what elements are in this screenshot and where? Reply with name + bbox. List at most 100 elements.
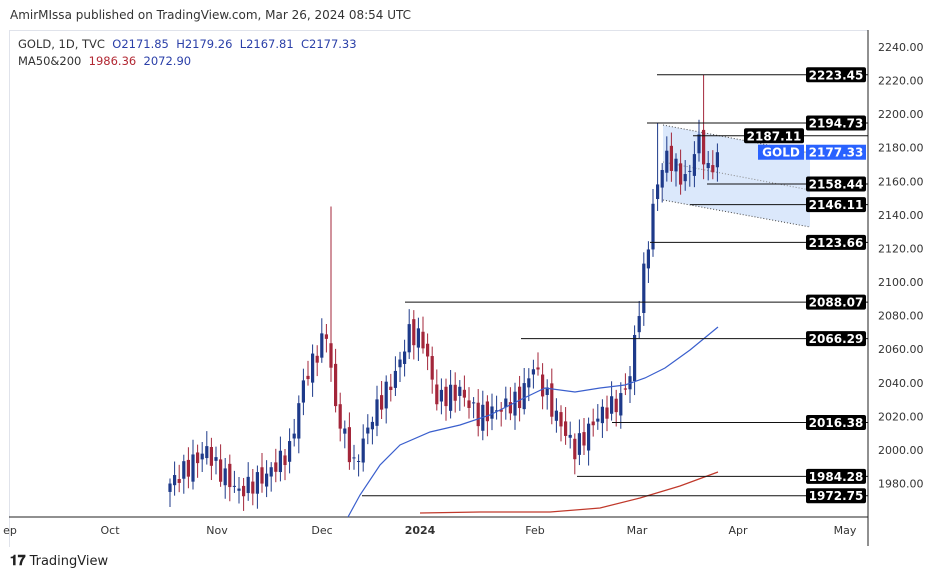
time-tick-label: Dec: [311, 524, 332, 537]
level-price-label: 2088.07: [809, 296, 864, 310]
candle-body: [467, 400, 471, 408]
candle-body: [545, 387, 549, 395]
level-price-badge: [806, 488, 866, 504]
candle-body: [255, 472, 259, 494]
candle-body: [715, 152, 719, 168]
candle-body: [338, 404, 342, 429]
candle-body: [642, 263, 646, 313]
tradingview-logo[interactable]: 𝟏𝟕 TradingView: [10, 553, 108, 569]
candle-body: [490, 406, 494, 419]
chart-frame: [9, 30, 938, 547]
candle-body: [223, 468, 227, 486]
ma50-line: [347, 326, 719, 518]
candle-body: [237, 488, 241, 491]
candle-body: [702, 129, 706, 165]
price-tick-label: 2100.00: [878, 276, 924, 289]
time-tick-label: Feb: [525, 524, 544, 537]
candle-body: [182, 461, 186, 479]
candle-body: [485, 401, 489, 422]
time-tick-label: Oct: [100, 524, 120, 537]
channel-mid-line: [662, 161, 811, 191]
level-price-label: 2066.29: [809, 332, 864, 346]
candle-body: [476, 402, 480, 427]
candle-body: [412, 319, 416, 346]
candle-body: [637, 316, 641, 333]
candle-body: [596, 418, 600, 422]
symbol-tag-bg: [758, 144, 804, 160]
candle-body: [541, 374, 545, 397]
price-tick-label: 2000.00: [878, 444, 924, 457]
candle-body: [591, 421, 595, 426]
ma-label: MA50&200: [18, 54, 82, 68]
candle-body: [370, 421, 374, 430]
candle-body: [577, 433, 581, 455]
candle-body: [426, 343, 430, 357]
candle-body: [706, 162, 710, 169]
candle-body: [554, 410, 558, 421]
symbol-tag: GOLD: [762, 146, 800, 160]
candle-body: [375, 399, 379, 426]
candle-body: [265, 473, 269, 487]
candle-body: [458, 386, 462, 396]
candle-body: [288, 441, 292, 462]
candle-body: [633, 334, 637, 382]
candle-body: [398, 359, 402, 368]
candle-body: [403, 351, 407, 364]
candle-body: [508, 402, 512, 414]
level-price-badge: [806, 176, 866, 192]
candle-body: [274, 462, 278, 472]
candle-body: [610, 396, 614, 414]
candle-body: [536, 367, 540, 370]
candle-body: [384, 381, 388, 409]
current-price-label: 2177.33: [809, 146, 864, 160]
candle-body: [269, 467, 273, 477]
level-price-badge: [806, 414, 866, 430]
level-price-badge: [806, 468, 866, 484]
level-price-badge: [806, 67, 866, 83]
candle-body: [173, 475, 177, 486]
candle-body: [439, 389, 443, 402]
candle-body: [697, 134, 701, 154]
candle-body: [407, 324, 411, 353]
candle-body: [472, 402, 476, 404]
candle-body: [347, 427, 351, 463]
channel-upper-line: [662, 124, 811, 154]
candle-body: [527, 378, 531, 388]
high-value: H2179.26: [176, 37, 233, 51]
candle-body: [242, 485, 246, 497]
open-value: O2171.85: [112, 37, 169, 51]
candle-body: [660, 169, 664, 188]
candle-body: [251, 481, 255, 494]
price-tick-label: 2220.00: [878, 75, 924, 88]
ma50-value: 2072.90: [143, 54, 192, 68]
level-price-label: 2223.45: [809, 68, 864, 82]
candle-body: [444, 386, 448, 407]
price-tick-label: 2020.00: [878, 410, 924, 423]
candle-body: [453, 384, 457, 401]
time-tick-label: 2024: [405, 524, 436, 537]
candle-body: [522, 383, 526, 410]
candle-body: [692, 154, 696, 176]
candle-body: [564, 421, 568, 436]
candle-body: [191, 454, 195, 482]
candle-body: [292, 433, 296, 439]
candle-body: [320, 333, 324, 358]
candle-body: [504, 398, 508, 408]
candle-body: [324, 334, 328, 339]
candle-body: [306, 375, 310, 380]
price-axis-bg: [868, 30, 938, 546]
price-tick-label: 2120.00: [878, 242, 924, 255]
candle-body: [393, 370, 397, 388]
candle-body: [357, 460, 361, 462]
price-tick-label: 1980.00: [878, 478, 924, 491]
candle-body: [435, 384, 439, 405]
candle-body: [582, 432, 586, 446]
price-tick-label: 2140.00: [878, 209, 924, 222]
candle-body: [196, 452, 200, 464]
candle-body: [559, 412, 563, 427]
price-tick-label: 2080.00: [878, 310, 924, 323]
candle-body: [421, 331, 425, 349]
level-price-badge: [806, 115, 866, 131]
level-price-badge: [806, 234, 866, 250]
